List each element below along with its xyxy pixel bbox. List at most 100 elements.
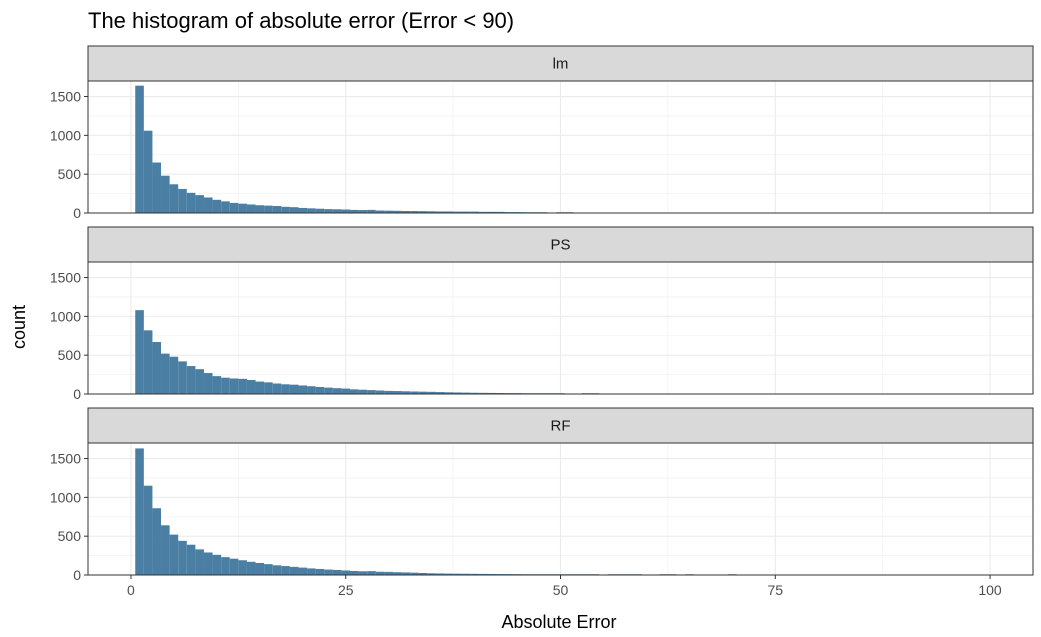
y-tick-label: 1500: [50, 89, 81, 105]
histogram-bar: [358, 389, 368, 394]
histogram-bar: [195, 549, 204, 575]
y-tick-label: 1000: [50, 308, 81, 324]
histogram-bar: [367, 571, 376, 575]
histogram-bar: [341, 209, 351, 213]
histogram-bar: [453, 573, 462, 575]
facet-panel-ps: PS 0 500 1000 1500: [50, 226, 1034, 402]
histogram-bar: [444, 573, 454, 575]
histogram-bar: [281, 206, 290, 213]
facet-strip-label: lm: [553, 56, 569, 73]
histogram-bar: [375, 390, 385, 394]
x-axis: 0 25 50 75 100: [127, 575, 1002, 598]
facet-strip: [87, 226, 1034, 263]
y-tick-label: 0: [73, 205, 81, 221]
histogram-bar: [427, 391, 436, 394]
histogram-bar: [272, 206, 282, 213]
histogram-bar: [307, 208, 316, 213]
histogram-bar: [195, 369, 204, 394]
y-tick-label: 500: [58, 347, 82, 363]
facet-panels: lm 0 500 1000 1500 PS 0 500 1000 1500 RF 0 500 1000 15…: [50, 45, 1034, 583]
histogram-bar: [418, 391, 428, 394]
histogram-bar: [255, 562, 265, 575]
histogram-bar: [478, 392, 488, 394]
histogram-bar: [152, 162, 162, 213]
histogram-bar: [178, 540, 187, 575]
histogram-bar: [401, 572, 411, 575]
histogram-bar: [307, 568, 316, 575]
facet-strip: [87, 407, 1034, 444]
histogram-bar: [324, 569, 333, 575]
histogram-bar: [289, 207, 299, 213]
histogram-bar: [255, 205, 265, 213]
histogram-bar: [229, 558, 239, 575]
histogram-bar: [435, 392, 445, 394]
histogram-bar: [169, 184, 179, 213]
histogram-bar: [392, 391, 402, 394]
histogram-bar: [246, 380, 256, 394]
y-tick-label: 1500: [50, 451, 81, 467]
histogram-bar: [212, 554, 222, 575]
x-tick-label: 50: [553, 582, 569, 598]
histogram-bar: [435, 573, 445, 575]
y-tick-label: 1000: [50, 489, 81, 505]
x-tick-label: 75: [767, 582, 783, 598]
histogram-bar: [384, 210, 393, 213]
histogram-bar: [135, 448, 144, 575]
histogram-bar: [487, 211, 497, 213]
histogram-bar: [298, 385, 308, 394]
histogram-bar: [496, 392, 505, 394]
histogram-bar: [238, 378, 247, 394]
histogram-bar: [315, 208, 325, 213]
y-tick-label: 0: [73, 567, 81, 583]
histogram-bar: [461, 211, 471, 213]
facet-panel-lm: lm 0 500 1000 1500: [50, 45, 1034, 221]
histogram-bar: [341, 570, 351, 575]
y-axis-title: count: [9, 305, 29, 349]
histogram-bar: [272, 383, 282, 394]
histogram-bar: [461, 573, 471, 575]
histogram-bar: [169, 356, 179, 394]
histogram-bar: [461, 392, 471, 394]
panel-border: [87, 80, 1034, 214]
histogram-bar: [238, 560, 247, 575]
histogram-bar: [255, 381, 265, 394]
histogram-bar: [315, 387, 325, 394]
histogram-bar: [195, 195, 204, 213]
histogram-bar: [358, 571, 368, 575]
histogram-bar: [496, 211, 505, 213]
histogram-bar: [410, 572, 419, 575]
histogram-bar: [478, 211, 488, 213]
histogram-bar: [332, 209, 342, 213]
histogram-bar: [221, 201, 230, 213]
histogram-bar: [178, 361, 187, 394]
histogram-bar: [453, 392, 462, 394]
histogram-bar: [392, 210, 402, 213]
histogram-bar: [143, 130, 153, 213]
histogram-bar: [435, 211, 445, 213]
histogram-bar: [152, 341, 162, 394]
histogram-bar: [375, 210, 385, 213]
histogram-bar: [487, 573, 497, 575]
histogram-bar: [246, 204, 256, 213]
histogram-bar: [221, 377, 230, 394]
histogram-bar: [229, 202, 239, 213]
histogram-bar: [478, 573, 488, 575]
histogram-bar: [427, 211, 436, 213]
histogram-bar: [135, 310, 144, 394]
histogram-bar: [410, 211, 419, 213]
histogram-bar: [401, 210, 411, 213]
facet-strip-label: PS: [550, 237, 570, 254]
histogram-bar: [307, 386, 316, 394]
chart-title: The histogram of absolute error (Error <…: [88, 8, 514, 33]
histogram-bar: [444, 392, 454, 394]
histogram-bar: [238, 203, 247, 213]
histogram-bar: [298, 567, 308, 575]
histogram-bar: [161, 353, 170, 394]
histogram-bar: [358, 210, 368, 213]
histogram-bar: [203, 197, 213, 213]
x-tick-label: 25: [338, 582, 354, 598]
histogram-bar: [418, 572, 428, 575]
histogram-bar: [289, 384, 299, 394]
histogram-bar: [264, 382, 273, 394]
